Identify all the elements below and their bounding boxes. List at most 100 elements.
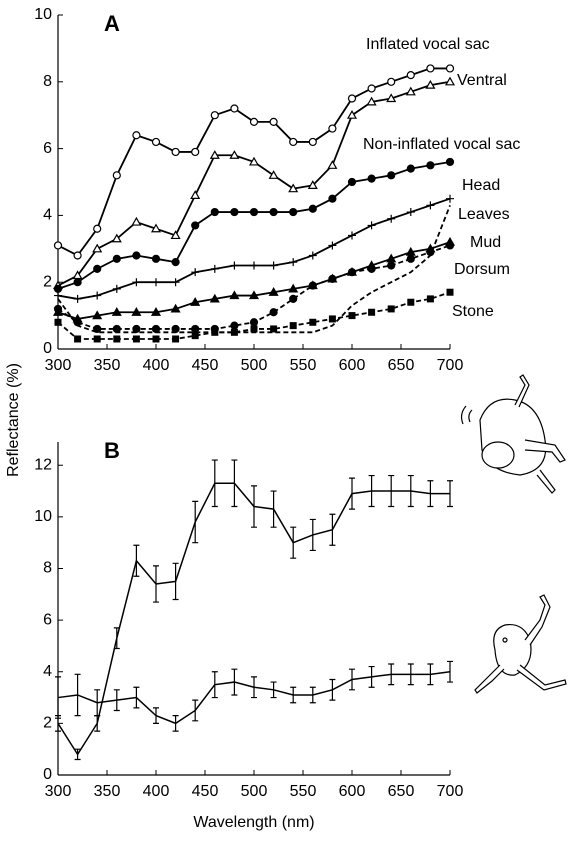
marker	[349, 95, 356, 102]
marker	[251, 325, 258, 332]
marker	[290, 295, 297, 302]
marker	[349, 312, 356, 319]
error-bar	[192, 700, 198, 721]
series-label: Non-inflated vocal sac	[363, 136, 520, 153]
x-tick-label: 400	[143, 783, 170, 800]
marker	[329, 195, 336, 202]
series-label: Head	[462, 177, 500, 194]
marker	[446, 195, 454, 203]
x-tick-label: 350	[94, 357, 121, 374]
marker	[230, 262, 238, 270]
x-tick-label: 450	[192, 357, 219, 374]
marker	[388, 305, 395, 312]
marker	[447, 65, 454, 72]
marker	[172, 335, 179, 342]
marker	[133, 335, 140, 342]
marker	[93, 292, 101, 300]
x-tick-label: 550	[290, 783, 317, 800]
marker	[55, 319, 62, 326]
marker	[191, 268, 199, 276]
marker	[447, 158, 454, 165]
marker	[270, 118, 277, 125]
marker	[427, 162, 434, 169]
y-axis-label: Reflectance (%)	[5, 363, 22, 477]
marker	[74, 252, 81, 259]
x-tick-label: 350	[94, 783, 121, 800]
marker	[309, 138, 316, 145]
marker	[172, 278, 180, 286]
marker	[251, 209, 258, 216]
marker	[54, 292, 62, 300]
marker	[231, 105, 238, 112]
marker	[192, 325, 199, 332]
marker	[153, 255, 160, 262]
marker	[427, 65, 434, 72]
marker	[407, 72, 414, 79]
x-tick-label: 600	[339, 783, 366, 800]
marker	[309, 251, 317, 259]
marker	[289, 258, 297, 266]
panel-label: B	[104, 438, 120, 463]
marker	[133, 325, 140, 332]
y-tick-label: 10	[34, 508, 52, 525]
x-tick-label: 700	[437, 357, 464, 374]
x-tick-label: 700	[437, 783, 464, 800]
x-tick-label: 500	[241, 357, 268, 374]
marker	[447, 289, 454, 296]
marker	[427, 295, 434, 302]
y-tick-label: 4	[43, 663, 52, 680]
marker	[113, 285, 121, 293]
error-bar	[173, 716, 179, 731]
x-tick-label: 300	[45, 783, 72, 800]
marker	[270, 262, 278, 270]
marker	[74, 279, 81, 286]
y-tick-label: 4	[43, 207, 52, 224]
frog-quiet-icon	[475, 595, 566, 693]
marker	[231, 322, 238, 329]
y-tick-label: 8	[43, 73, 52, 90]
marker	[407, 165, 414, 172]
y-tick-label: 10	[34, 6, 52, 23]
marker	[113, 172, 120, 179]
x-tick-label: 300	[45, 357, 72, 374]
marker	[113, 255, 120, 262]
y-tick-label: 0	[43, 340, 52, 357]
marker	[192, 222, 199, 229]
x-tick-label: 650	[388, 357, 415, 374]
marker	[407, 255, 414, 262]
series-label: Stone	[452, 303, 494, 320]
series-label: Dorsum	[454, 261, 510, 278]
marker	[172, 325, 179, 332]
y-tick-label: 6	[43, 611, 52, 628]
x-tick-label: 650	[388, 783, 415, 800]
marker	[270, 325, 277, 332]
y-tick-label: 6	[43, 140, 52, 157]
marker	[388, 172, 395, 179]
marker	[309, 205, 316, 212]
marker	[94, 265, 101, 272]
marker	[94, 335, 101, 342]
marker	[211, 209, 218, 216]
marker	[270, 309, 277, 316]
marker	[55, 285, 62, 292]
marker	[329, 125, 336, 132]
marker	[133, 252, 140, 259]
marker	[328, 161, 336, 168]
marker	[132, 278, 140, 286]
marker	[368, 309, 375, 316]
marker	[113, 325, 120, 332]
marker	[251, 319, 258, 326]
error-bar	[94, 716, 100, 731]
series-label: Ventral	[457, 72, 507, 89]
marker	[55, 242, 62, 249]
marker	[407, 208, 415, 216]
x-tick-label: 600	[339, 357, 366, 374]
marker	[192, 332, 199, 339]
marker	[388, 262, 395, 269]
marker	[446, 238, 454, 245]
x-axis-label: Wavelength (nm)	[193, 814, 314, 831]
marker	[368, 221, 376, 229]
marker	[349, 179, 356, 186]
marker	[426, 201, 434, 209]
marker	[290, 322, 297, 329]
